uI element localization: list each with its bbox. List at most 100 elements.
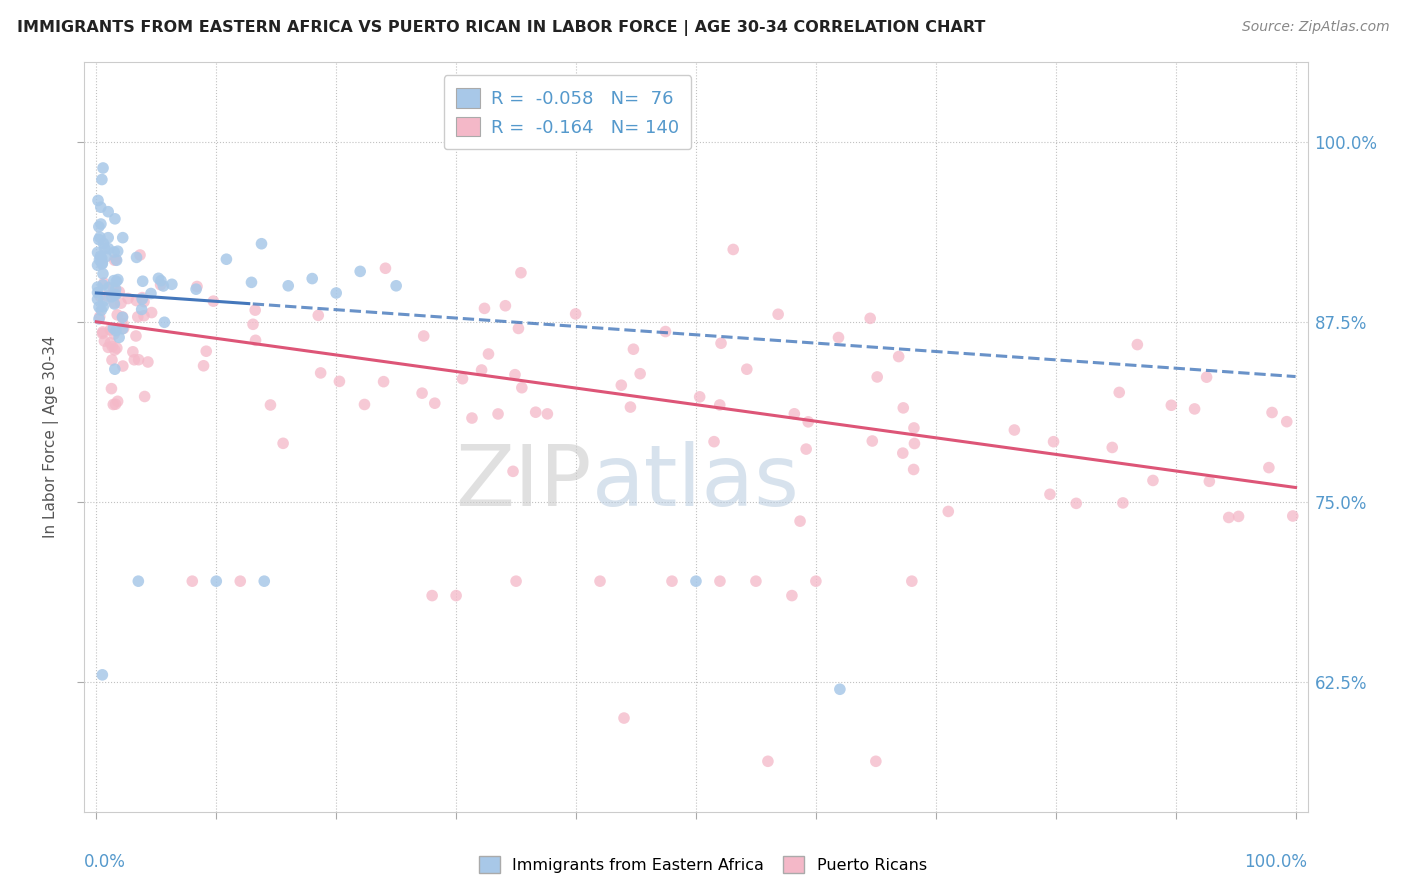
Point — [105, 341, 128, 355]
Point — [105, 253, 128, 268]
Point — [103, 397, 125, 411]
Point — [104, 287, 127, 301]
Point — [1126, 337, 1149, 351]
Point — [101, 339, 124, 353]
Point — [125, 329, 148, 343]
Point — [1002, 423, 1025, 437]
Point — [89, 289, 111, 303]
Point — [127, 574, 149, 589]
Point — [131, 292, 153, 306]
Point — [654, 325, 676, 339]
Point — [104, 211, 127, 226]
Point — [1039, 487, 1062, 501]
Point — [105, 274, 128, 288]
Point — [87, 194, 110, 208]
Point — [107, 394, 129, 409]
Point — [129, 248, 152, 262]
Legend: Immigrants from Eastern Africa, Puerto Ricans: Immigrants from Eastern Africa, Puerto R… — [472, 849, 934, 880]
Point — [91, 300, 114, 314]
Point — [90, 217, 112, 231]
Point — [745, 574, 768, 589]
Point — [93, 236, 115, 251]
Point — [1160, 398, 1182, 412]
Point — [111, 310, 134, 324]
Point — [1042, 434, 1064, 449]
Point — [661, 574, 683, 589]
Point — [100, 335, 122, 350]
Point — [253, 574, 276, 589]
Point — [184, 282, 207, 296]
Point — [797, 415, 820, 429]
Point — [91, 161, 114, 175]
Point — [153, 315, 176, 329]
Point — [735, 362, 758, 376]
Point — [277, 278, 299, 293]
Point — [96, 289, 118, 303]
Point — [103, 327, 125, 342]
Point — [461, 411, 484, 425]
Point — [103, 274, 125, 288]
Y-axis label: In Labor Force | Age 30-34: In Labor Force | Age 30-34 — [42, 335, 59, 539]
Point — [97, 242, 120, 256]
Point — [721, 243, 744, 257]
Point — [108, 330, 131, 344]
Point — [328, 375, 350, 389]
Point — [474, 301, 496, 316]
Point — [1218, 510, 1240, 524]
Point — [87, 311, 110, 326]
Point — [613, 711, 636, 725]
Point — [891, 446, 914, 460]
Point — [486, 407, 509, 421]
Point — [127, 310, 149, 324]
Point — [412, 329, 434, 343]
Point — [132, 294, 155, 309]
Point — [271, 436, 294, 450]
Point — [1195, 370, 1218, 384]
Point — [93, 241, 115, 255]
Point — [104, 324, 127, 338]
Point — [93, 334, 115, 348]
Point — [536, 407, 558, 421]
Point — [689, 390, 711, 404]
Point — [97, 230, 120, 244]
Point — [1101, 441, 1123, 455]
Point — [107, 272, 129, 286]
Point — [903, 436, 925, 450]
Point — [91, 325, 114, 339]
Point — [97, 204, 120, 219]
Point — [86, 258, 108, 272]
Point — [423, 396, 446, 410]
Point — [89, 252, 111, 267]
Point — [374, 261, 396, 276]
Point — [202, 294, 225, 309]
Point — [524, 405, 547, 419]
Point — [101, 353, 124, 368]
Point — [1064, 496, 1087, 510]
Point — [101, 290, 124, 304]
Point — [104, 343, 127, 357]
Point — [1227, 509, 1250, 524]
Point — [245, 334, 267, 348]
Point — [502, 464, 524, 478]
Text: Source: ZipAtlas.com: Source: ZipAtlas.com — [1241, 20, 1389, 34]
Point — [128, 352, 150, 367]
Point — [141, 305, 163, 319]
Point — [903, 421, 925, 435]
Point — [112, 317, 135, 331]
Point — [301, 271, 323, 285]
Point — [101, 288, 124, 302]
Point — [149, 277, 172, 292]
Point — [240, 276, 263, 290]
Point — [859, 311, 882, 326]
Point — [828, 682, 851, 697]
Point — [160, 277, 183, 292]
Point — [510, 266, 533, 280]
Point — [307, 309, 329, 323]
Point — [891, 401, 914, 415]
Point — [86, 293, 108, 307]
Point — [108, 285, 131, 299]
Point — [229, 574, 252, 589]
Point — [508, 321, 530, 335]
Point — [148, 271, 170, 285]
Point — [353, 397, 375, 411]
